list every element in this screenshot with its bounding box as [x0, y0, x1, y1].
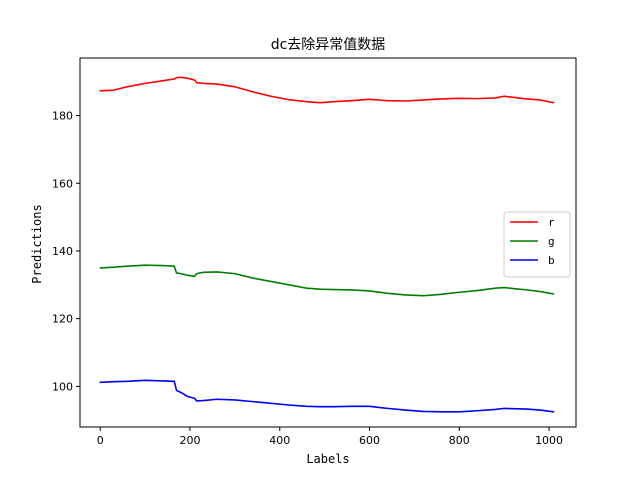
x-tick-label: 0	[97, 434, 104, 447]
axes-frame	[79, 57, 577, 428]
x-tick-label: 600	[359, 434, 380, 447]
y-axis-label: Predictions	[30, 204, 44, 283]
x-tick-label: 200	[179, 434, 200, 447]
legend-label-b: b	[548, 254, 555, 267]
legend-label-r: r	[548, 216, 555, 229]
series-line-g	[99, 264, 555, 297]
series-line-b	[99, 379, 555, 413]
x-tick-label: 1000	[535, 434, 563, 447]
y-tick-label: 160	[52, 177, 73, 190]
y-tick-label: 180	[52, 110, 73, 123]
y-tick-label: 140	[52, 245, 73, 258]
y-tick-label: 120	[52, 313, 73, 326]
legend: rgb	[503, 211, 571, 278]
y-tick-label: 100	[52, 380, 73, 393]
legend-label-g: g	[548, 235, 555, 248]
series-line-r	[99, 76, 555, 104]
x-axis-label: Labels	[306, 452, 349, 466]
plot-area	[99, 76, 555, 413]
chart-title: dc去除异常值数据	[271, 37, 386, 53]
x-tick-label: 400	[269, 434, 290, 447]
x-tick-label: 800	[449, 434, 470, 447]
